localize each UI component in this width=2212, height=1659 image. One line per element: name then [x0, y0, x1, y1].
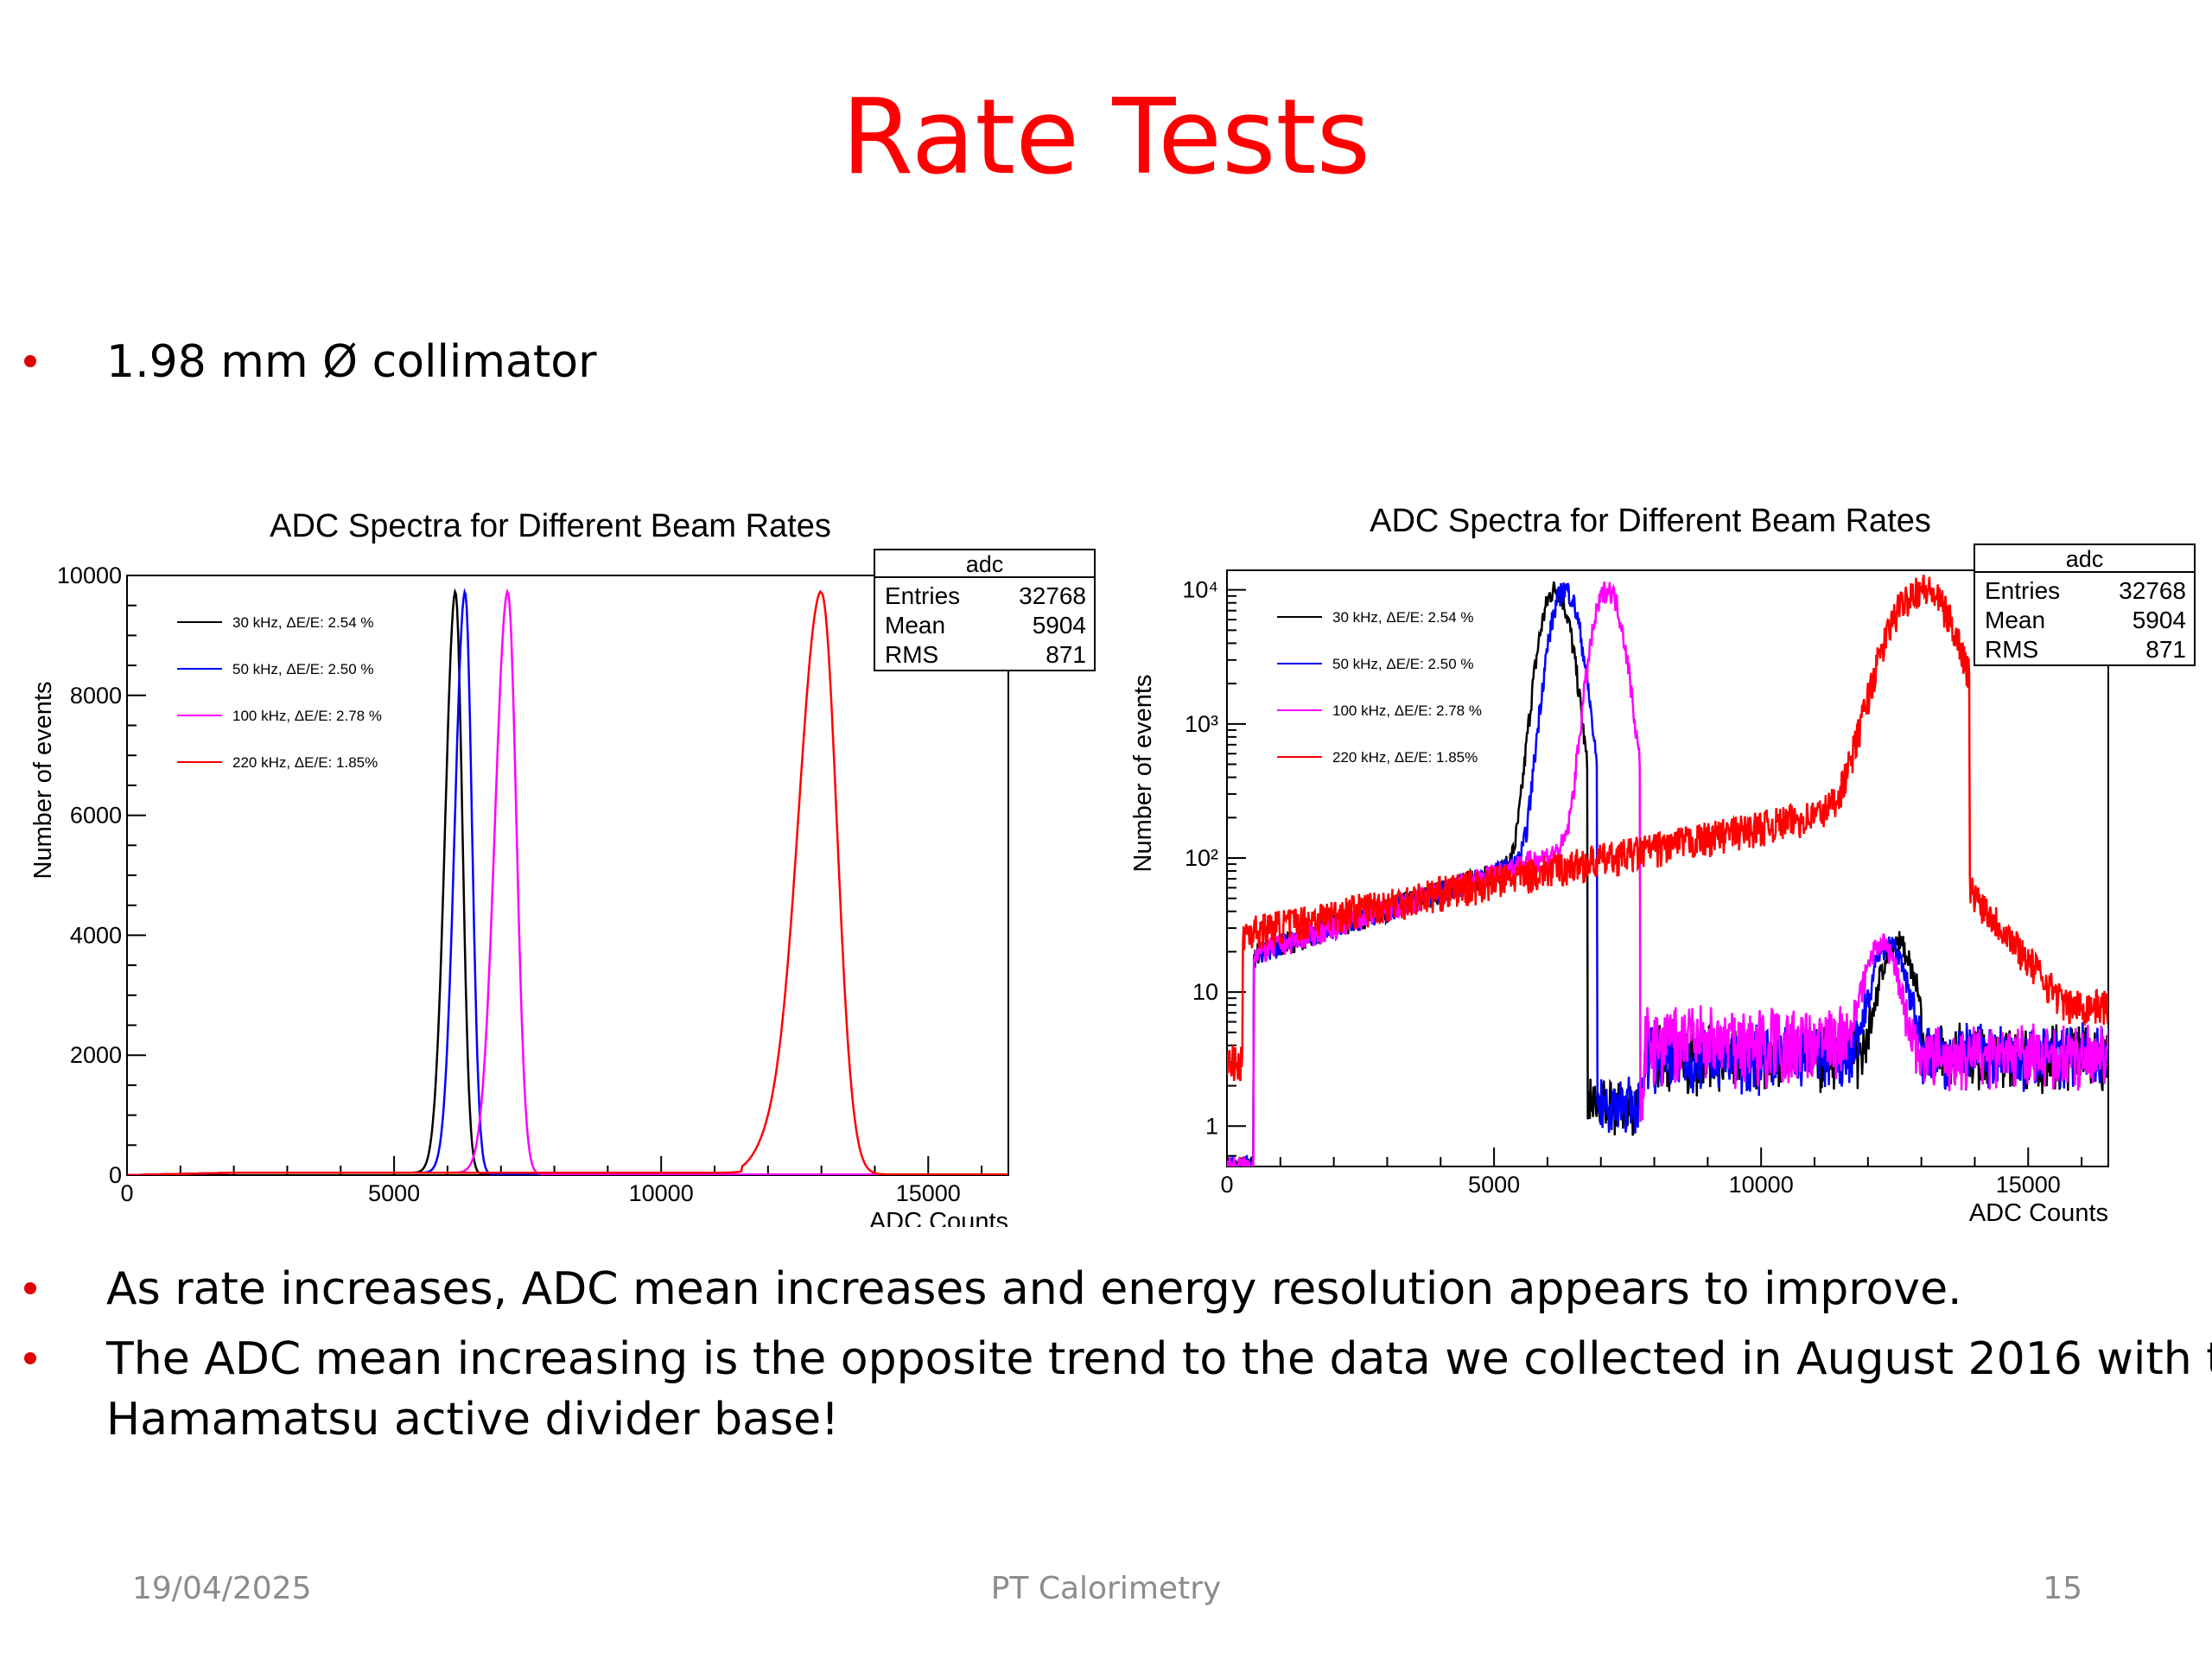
legend-label: 220 kHz, ΔE/E: 1.85%: [1332, 749, 1478, 766]
bullet-opposite-trend-line1: The ADC mean increasing is the opposite …: [106, 1333, 2212, 1385]
x-tick-label: 5000: [1468, 1172, 1520, 1198]
stats-box: [1974, 543, 2196, 666]
bullet-dot: [24, 1282, 36, 1294]
y-tick-label: 0: [109, 1162, 122, 1188]
stats-label: Mean: [885, 612, 945, 639]
series-line: [127, 588, 1008, 1175]
y-tick-label: 2000: [70, 1042, 122, 1068]
series-line: [1227, 575, 2108, 1082]
y-tick-label: 10²: [1185, 845, 1218, 871]
stats-box: [874, 549, 1096, 671]
stats-value: 32768: [2119, 577, 2186, 604]
bullet-opposite-trend-line2: Hamamatsu active divider base!: [106, 1394, 839, 1446]
x-tick-label: 10000: [629, 1180, 694, 1206]
footer-date: 19/04/2025: [132, 1571, 312, 1606]
y-axis-label: Number of events: [1129, 675, 1157, 873]
stats-label: RMS: [885, 641, 938, 668]
stats-label: Mean: [1985, 607, 2045, 633]
bullet-rate-trend-text: As rate increases, ADC mean increases an…: [106, 1263, 1962, 1315]
y-tick-label: 10⁴: [1182, 577, 1218, 603]
legend-label: 30 kHz, ΔE/E: 2.54 %: [1332, 609, 1473, 626]
legend-label: 100 kHz, ΔE/E: 2.78 %: [232, 708, 382, 724]
stats-label: Entries: [1985, 577, 2060, 604]
y-axis-label: Number of events: [29, 682, 57, 880]
x-axis-label: ADC Counts: [869, 1208, 1008, 1227]
x-tick-label: 10000: [1729, 1172, 1794, 1198]
y-tick-label: 1: [1205, 1113, 1218, 1139]
y-tick-label: 4000: [70, 922, 122, 948]
x-tick-label: 0: [120, 1180, 133, 1206]
stats-label: Entries: [885, 582, 960, 609]
x-tick-label: 15000: [896, 1180, 961, 1206]
plot-frame: [1226, 569, 2109, 1167]
stats-value: 32768: [1019, 582, 1086, 609]
y-tick-label: 10000: [57, 563, 122, 588]
footer-page-number: 15: [2043, 1571, 2082, 1606]
log-adc-chart: ADC Spectra for Different Beam Rates ADC …: [1129, 503, 2196, 1227]
x-tick-label: 0: [1220, 1172, 1233, 1198]
footer-center: PT Calorimetry: [990, 1571, 1222, 1606]
legend-label: 220 kHz, ΔE/E: 1.85%: [232, 754, 378, 771]
y-tick-label: 8000: [70, 683, 122, 709]
legend-label: 50 kHz, ΔE/E: 2.50 %: [232, 661, 373, 677]
series-group: [127, 588, 1008, 1175]
stats-value: 871: [2145, 636, 2186, 663]
stats-label: RMS: [1985, 636, 2038, 663]
slide-title: Rate Tests: [841, 78, 1371, 198]
stats-value: 5904: [1033, 612, 1086, 639]
series-group: [1227, 575, 2108, 1166]
chart-title: ADC Spectra for Different Beam Rates: [270, 508, 831, 544]
chart-title: ADC Spectra for Different Beam Rates: [1370, 503, 1931, 539]
bullet-dot: [24, 355, 36, 367]
x-tick-label: 15000: [1996, 1172, 2061, 1198]
legend-label: 50 kHz, ΔE/E: 2.50 %: [1332, 656, 1473, 672]
stats-value: 5904: [2133, 607, 2186, 633]
x-tick-label: 5000: [368, 1180, 420, 1206]
legend-label: 100 kHz, ΔE/E: 2.78 %: [1332, 702, 1482, 719]
stats-title: adc: [2066, 546, 2104, 572]
stats-title: adc: [966, 551, 1004, 577]
linear-adc-chart: ADC Spectra for Different Beam Rates ADC …: [29, 508, 1096, 1227]
x-axis-label: ADC Counts: [1969, 1199, 2108, 1227]
series-line: [127, 588, 1008, 1175]
y-tick-label: 10³: [1185, 711, 1218, 737]
legend-label: 30 kHz, ΔE/E: 2.54 %: [232, 614, 373, 631]
bullet-collimator-text: 1.98 mm Ø collimator: [106, 336, 597, 388]
series-line: [127, 588, 1008, 1175]
stats-value: 871: [1046, 641, 1086, 668]
bullet-dot: [24, 1352, 36, 1364]
y-tick-label: 6000: [70, 803, 122, 829]
y-tick-label: 10: [1192, 979, 1218, 1005]
series-line: [127, 589, 1008, 1175]
